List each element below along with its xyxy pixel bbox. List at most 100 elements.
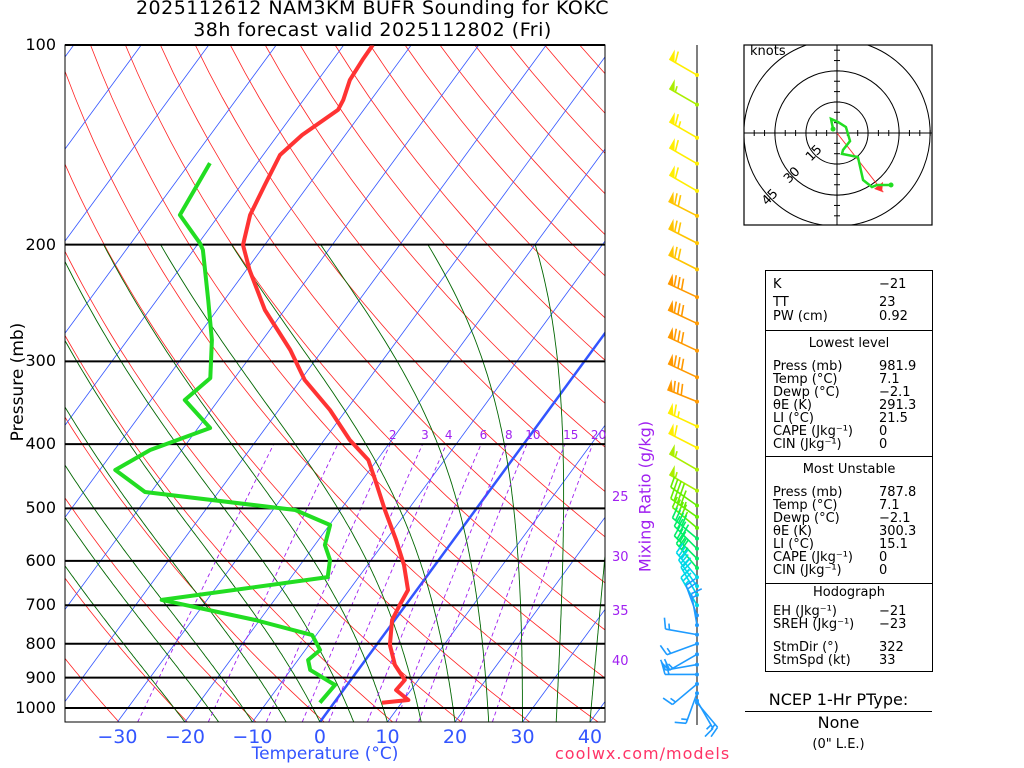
stat-value: 981.9 [879,359,917,374]
wind-barb [662,681,699,706]
temperature-tick-label: −20 [164,726,205,748]
stat-row: CAPE (Jkg⁻¹) 0 [773,424,928,439]
mixing-ratio-label: 10 [525,428,541,442]
mixing-ratio-label: 4 [444,428,453,442]
wind-barb [668,165,699,193]
stats-panel: K −21 TT 23 PW (cm) 0.92 Lowest level Press… [765,270,933,672]
stat-label: CIN (Jkg⁻¹) [773,563,842,578]
hodograph-trace [829,116,892,189]
dry-adiabat [194,45,605,538]
temperature-tick-label: −10 [232,726,273,748]
isotherm [184,148,605,722]
wind-barb [668,79,699,107]
moist-adiabat [65,406,287,722]
dry-adiabat [65,657,120,722]
dry-adiabat [160,45,605,584]
credit-link[interactable]: coolwx.com/models [555,744,731,763]
moist-adiabat [65,516,220,722]
temperature-tick-label: 40 [577,726,603,748]
isotherm [65,45,547,703]
wind-barb [668,191,699,218]
mixing-ratio-line [460,444,566,722]
temperature-profile [241,45,411,705]
wind-barb [667,353,699,380]
stat-row: θE (K) 300.3 [773,524,928,539]
stat-stmdir: StmDir (°) 322 [773,640,904,655]
moist-label: 30 [612,550,629,565]
stat-value: 7.1 [879,498,900,513]
stat-row: CIN (Jkg⁻¹) 0 [773,563,928,578]
stat-label: Temp (°C) [773,372,838,387]
isotherm [117,56,605,722]
stat-pw: PW (cm) 0.92 [773,309,908,324]
hodograph [743,44,933,226]
mixing-ratio-line [366,444,482,722]
stat-label: Press (mb) [773,485,843,500]
stat-row: θE (K) 291.3 [773,398,928,413]
stat-row: LI (°C) 15.1 [773,537,928,552]
dry-adiabat [299,45,605,404]
pressure-tick-label: 1000 [15,698,56,717]
stat-label: Press (mb) [773,359,843,374]
dry-adiabat [264,45,605,448]
moist-adiabat [65,339,321,722]
isotherm [454,516,605,722]
temperature-tick-label: 10 [375,726,400,748]
wind-barbs [659,45,719,738]
wind-barb [668,218,699,246]
dry-adiabat [125,45,605,631]
stat-label: Dewp (°C) [773,385,840,400]
pressure-tick-label: 600 [25,550,56,570]
dry-adiabat [65,250,462,722]
isobars [65,44,605,709]
moist-adiabat [65,565,186,722]
stat-label: LI (°C) [773,537,814,552]
wind-barb [690,588,703,628]
moist-adiabat [320,244,490,722]
stat-k: K −21 [773,277,907,292]
wind-barb [668,138,699,166]
wind-barb [667,273,699,300]
stat-row: CAPE (Jkg⁻¹) 0 [773,550,928,565]
mixing-ratio-line [418,444,528,722]
dewpoint-profile [113,162,337,704]
mixing-ratio-line [491,444,594,722]
wind-barb [668,423,699,450]
isotherm [65,45,277,334]
wind-barb [677,550,699,589]
stat-row: Press (mb) 981.9 [773,359,928,374]
wind-barb [668,49,699,78]
isotherm [252,240,605,722]
dry-adiabat [65,416,325,722]
wind-barb [663,617,699,637]
stat-row: Press (mb) 787.8 [773,485,928,500]
hodograph-endpoint [888,182,894,188]
dry-adiabat [90,45,605,679]
moist-label: 25 [612,490,629,505]
stat-label: CAPE (Jkg⁻¹) [773,424,853,439]
dry-adiabat [65,577,188,722]
dry-adiabat [65,334,394,722]
ptype-title: NCEP 1-Hr PType: [768,690,909,709]
dry-adiabat [229,45,605,493]
dry-adiabat [334,45,605,361]
temperature-tick-label: 20 [442,726,468,748]
stat-sreh: SREH (Jkg⁻¹) −23 [773,617,907,632]
moist-adiabat [103,244,388,722]
wind-barb [667,379,699,404]
dry-adiabat [474,45,605,195]
stat-label: LI (°C) [773,411,814,426]
stat-row: Temp (°C) 7.1 [773,372,928,387]
stat-value: 0 [879,563,888,578]
pressure-tick-label: 200 [25,234,56,254]
moist-adiabat [160,244,422,722]
stat-row: Dewp (°C) −2.1 [773,385,928,400]
hodograph-endpoint [830,126,836,132]
wind-barb [671,507,699,541]
mixing-ratio-label: 15 [563,428,579,442]
mixing-ratio-axis-label: Mixing Ratio (g/kg) [635,420,655,573]
wind-barb [675,542,699,580]
stat-row: Temp (°C) 7.1 [773,498,928,513]
stat-value: 787.8 [879,485,917,500]
